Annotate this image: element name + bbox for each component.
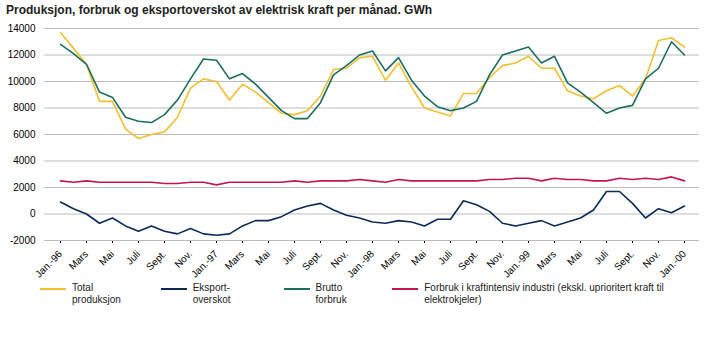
svg-text:Mai: Mai	[253, 248, 272, 267]
svg-text:Mai: Mai	[409, 248, 428, 267]
svg-text:0: 0	[30, 208, 36, 219]
svg-text:Juli: Juli	[124, 248, 142, 266]
svg-text:Mars: Mars	[379, 248, 403, 272]
svg-text:Mai: Mai	[565, 248, 584, 267]
svg-text:Jan.-98: Jan.-98	[345, 248, 377, 280]
svg-text:Mai: Mai	[97, 248, 116, 267]
svg-text:Nov.: Nov.	[172, 248, 194, 270]
svg-text:10000: 10000	[8, 76, 36, 87]
svg-text:Nov.: Nov.	[328, 248, 350, 270]
svg-text:4000: 4000	[13, 155, 36, 166]
svg-text:Mars: Mars	[223, 248, 247, 272]
svg-text:Jan.-96: Jan.-96	[33, 248, 65, 280]
svg-text:Mars: Mars	[535, 248, 559, 272]
svg-text:Jan.-99: Jan.-99	[501, 248, 533, 280]
svg-text:2000: 2000	[13, 182, 36, 193]
html-text:Brutto forbruk: Brutto forbruk	[315, 282, 347, 305]
html-text:Forbruk i kraftintensiv indust: Forbruk i kraftintensiv industri (ekskl.…	[424, 282, 664, 305]
html-text:Total produksjon: Total produksjon	[72, 282, 121, 305]
svg-text:Nov.: Nov.	[640, 248, 662, 270]
svg-text:Jan.-97: Jan.-97	[189, 248, 221, 280]
svg-text:14000: 14000	[8, 23, 36, 34]
svg-text:12000: 12000	[8, 49, 36, 60]
svg-text:Juli: Juli	[592, 248, 610, 266]
svg-text:Jan.-00: Jan.-00	[657, 248, 689, 280]
html-text:Eksport-overskot: Eksport-overskot	[192, 282, 231, 305]
svg-text:8000: 8000	[13, 102, 36, 113]
svg-text:-2000: -2000	[10, 235, 36, 246]
svg-text:Juli: Juli	[436, 248, 454, 266]
svg-text:Sept.: Sept.	[456, 248, 480, 272]
svg-text:6000: 6000	[13, 129, 36, 140]
svg-text:Sept.: Sept.	[300, 248, 324, 272]
html-text:Produksjon, forbruk og eksport: Produksjon, forbruk og eksportoverskot a…	[6, 3, 433, 17]
svg-text:Mars: Mars	[67, 248, 91, 272]
svg-text:Sept.: Sept.	[612, 248, 636, 272]
svg-text:Juli: Juli	[280, 248, 298, 266]
svg-text:Sept.: Sept.	[144, 248, 168, 272]
svg-text:Nov.: Nov.	[484, 248, 506, 270]
